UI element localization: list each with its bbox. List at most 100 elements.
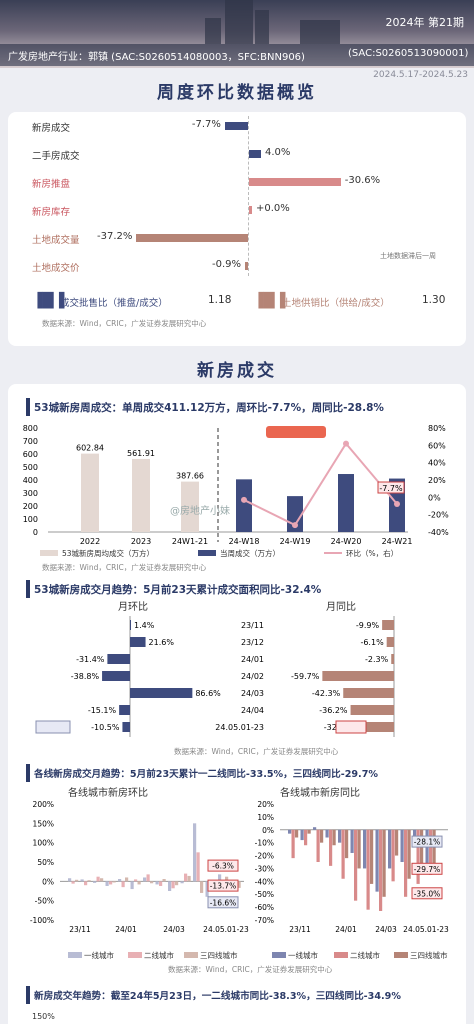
watermark: @房地产小妹 — [170, 506, 230, 517]
tier-mom-bar — [237, 881, 241, 888]
yoy-bar — [350, 705, 394, 715]
x-tick: 24.05.01-23 — [403, 925, 449, 934]
yoy-label: -36.2% — [319, 706, 348, 715]
metric-bar — [224, 122, 248, 130]
tier-yoy-bar — [366, 829, 370, 910]
category-label: 24/04 — [241, 706, 264, 715]
bar-chart-icon: ▐█▐ — [32, 293, 65, 309]
data-source: 数据来源：Wind，CRIC，广发证券发展研究中心 — [174, 747, 339, 756]
metric-bar — [136, 234, 248, 242]
tier-label: -13.7% — [210, 882, 237, 891]
zero-line — [248, 116, 249, 276]
report-range: 2024.5.17-2024.5.23 — [373, 70, 468, 80]
y-tick: 0% — [262, 826, 274, 835]
mom-label: -31.4% — [76, 655, 105, 664]
mom-point — [241, 496, 247, 503]
tier-legend-3b: 三四线城市 — [410, 951, 448, 960]
tier-yoy-bar — [425, 829, 429, 866]
legend3-label: 环比（%，右） — [346, 549, 399, 558]
yoy-bar — [382, 620, 394, 630]
tier-yoy-bar — [407, 829, 411, 879]
y-tick: -40% — [255, 877, 274, 886]
label-box — [35, 720, 71, 734]
tier-mom-bar — [196, 852, 200, 882]
mom-point — [394, 501, 400, 508]
label-box — [411, 862, 443, 875]
y-tick: 0% — [42, 877, 54, 886]
skyline-building — [205, 18, 221, 44]
ratio2-label: 土地供销比（供给/成交） — [282, 298, 390, 309]
tier-yoy-bar — [304, 829, 308, 846]
tier-yoy-bar — [341, 829, 345, 879]
x-tick: 24W1-21 — [172, 537, 208, 546]
mom-bar — [122, 722, 130, 732]
mom-line — [243, 441, 398, 527]
mom-label: -10.5% — [91, 723, 120, 732]
yoy-label: -9.9% — [356, 621, 380, 630]
x-tick: 23/11 — [69, 925, 91, 934]
metric-label: 新房库存 — [32, 207, 71, 218]
y2-tick: 80% — [428, 424, 446, 433]
y-tick: -10% — [255, 839, 274, 848]
monthly-headline: 53城新房成交月趋势：5月前23天累计成交面积同比-32.4% — [34, 584, 322, 596]
highlight-mark — [266, 426, 326, 438]
tier-label: -6.3% — [212, 862, 234, 871]
bar-avg — [81, 453, 99, 532]
label-box — [335, 720, 367, 734]
tier-yoy-title: 各线城市新房同比 — [280, 788, 360, 799]
tier-mom-bar — [112, 881, 116, 883]
tier-label: -29.7% — [414, 865, 441, 874]
bar-avg — [181, 481, 199, 532]
tier-yoy-bar — [307, 829, 311, 834]
y-tick: 0 — [33, 528, 38, 537]
tier-mom-bar — [193, 823, 197, 882]
y-tick: -60% — [255, 903, 274, 912]
mom-bar — [119, 705, 130, 715]
x-tick: 24-W19 — [280, 537, 311, 546]
data-source: 数据来源：Wind，CRIC，广发证券发展研究中心 — [42, 563, 207, 572]
yoy-label: -2.3% — [365, 655, 389, 664]
yoy-label: -6.1% — [360, 638, 384, 647]
yoy-bar — [386, 637, 394, 647]
bar-week — [236, 479, 252, 532]
analyst-line: 广发房地产行业：郭镇 (SAC:S0260514080003，SFC:BNN90… — [0, 44, 474, 66]
tier-yoy-bar — [357, 829, 361, 869]
metric-bar — [249, 178, 341, 186]
tier-mom-bar — [68, 878, 72, 882]
y-tick: -50% — [255, 890, 274, 899]
tier-yoy-bar — [300, 829, 304, 841]
metric-value: -37.2% — [97, 231, 133, 242]
category-label: 24/01 — [241, 655, 264, 664]
tier-mom-bar — [137, 881, 141, 885]
metric-label: 土地成交价 — [32, 263, 80, 274]
tier-mom-bar — [168, 881, 172, 891]
analyst-1: 广发房地产行业：郭镇 (SAC:S0260514080003，SFC:BNN90… — [8, 52, 305, 63]
headline-marker — [26, 580, 30, 598]
label-box — [207, 879, 239, 892]
label-box — [377, 481, 405, 494]
tier-yoy-bar — [363, 829, 367, 869]
tier-yoy-bar — [320, 829, 324, 843]
y-tick: 20% — [257, 800, 274, 809]
tier-mom-bar — [180, 881, 184, 884]
mom-label: 1.4% — [134, 621, 155, 630]
legend1-swatch — [40, 550, 58, 556]
tier-mom-bar — [100, 878, 104, 882]
tier-yoy-bar — [329, 829, 333, 866]
tier-mom-bar — [118, 879, 122, 882]
yoy-bar — [355, 722, 394, 732]
tier-yoy-bar — [391, 829, 395, 882]
mom-bar — [130, 637, 146, 647]
tier-mom-bar — [225, 876, 229, 882]
mom-point — [292, 522, 298, 529]
y-tick: 700 — [23, 437, 38, 446]
y-tick: 100 — [23, 515, 38, 524]
tier-legend-swatch — [334, 952, 348, 958]
tier-yoy-bar — [379, 829, 383, 911]
tier-mom-bar — [125, 877, 129, 882]
tier-mom-bar — [159, 881, 163, 886]
tier-legend-swatch — [68, 952, 82, 958]
mom-label: -15.1% — [88, 706, 117, 715]
y-tick: 200 — [23, 502, 38, 511]
yoy-label: -42.3% — [312, 689, 341, 698]
